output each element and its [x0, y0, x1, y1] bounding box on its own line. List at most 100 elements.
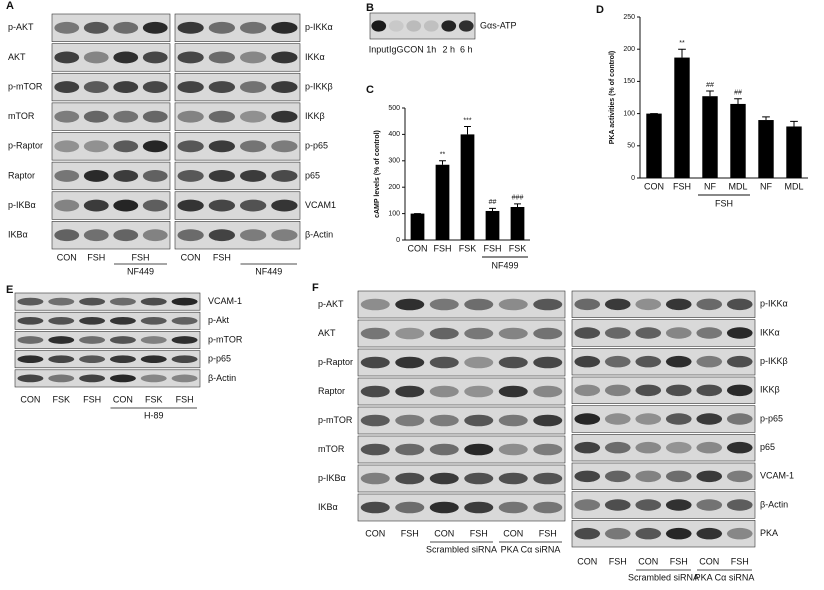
annotation: ***	[463, 117, 471, 124]
row-label: AKT	[8, 52, 26, 62]
band	[48, 316, 75, 325]
band	[665, 327, 692, 339]
lane-label: FSH	[132, 252, 150, 262]
band	[240, 81, 267, 93]
band	[208, 21, 235, 34]
blot-strip	[357, 406, 566, 435]
band	[395, 443, 425, 456]
row-label: p-AKT	[318, 299, 344, 309]
band	[240, 21, 267, 34]
band	[240, 51, 267, 64]
row-label: p-p65	[760, 413, 783, 423]
y-tick-label: 500	[388, 105, 400, 112]
lane-label: IgG	[389, 44, 404, 54]
band	[574, 413, 601, 425]
band	[171, 355, 198, 364]
annotation: **	[679, 40, 685, 47]
band	[429, 385, 459, 398]
band	[17, 336, 44, 344]
band	[140, 374, 167, 383]
band	[429, 414, 459, 427]
y-tick-label: 0	[396, 237, 400, 244]
band	[635, 413, 662, 425]
band	[360, 327, 390, 340]
band	[574, 327, 601, 339]
blot-strip	[571, 434, 756, 462]
band	[429, 356, 459, 369]
row-label: p-AKT	[8, 22, 34, 32]
band	[574, 470, 601, 483]
band	[142, 170, 168, 182]
blot-strip	[357, 290, 566, 319]
error-bar	[439, 160, 446, 165]
band	[360, 385, 390, 398]
lane-label: CON	[503, 528, 523, 538]
bar	[730, 103, 746, 178]
band	[171, 336, 198, 344]
bar	[510, 207, 525, 240]
band	[429, 298, 459, 311]
band	[458, 20, 474, 32]
band	[604, 327, 631, 339]
blot-strip	[571, 491, 756, 519]
row-label: p-IKKβ	[760, 356, 788, 366]
band	[498, 327, 528, 340]
band	[17, 374, 44, 383]
band	[79, 316, 106, 325]
lane-label: FSH	[539, 528, 557, 538]
band	[395, 298, 425, 311]
x-tick-label: FSH	[484, 243, 502, 253]
band	[113, 199, 139, 212]
band	[665, 470, 692, 483]
band	[604, 441, 631, 454]
lane-label: FSH	[401, 528, 419, 538]
band	[665, 527, 692, 540]
row-label: p-mTOR	[318, 415, 353, 425]
lane-label: CON	[638, 556, 658, 566]
band	[464, 414, 494, 427]
band	[79, 374, 106, 383]
band	[54, 199, 80, 212]
band	[574, 355, 601, 368]
band	[83, 81, 109, 93]
row-label: IKBα	[8, 230, 28, 240]
blot-strip	[571, 462, 756, 490]
band	[240, 229, 267, 242]
band	[696, 384, 723, 397]
blot-strip	[571, 290, 756, 318]
band	[665, 384, 692, 397]
x-tick-label: MDL	[784, 181, 803, 191]
band	[635, 355, 662, 368]
y-tick-label: 100	[623, 110, 635, 117]
band	[574, 298, 601, 311]
x-tick-label: NF	[760, 181, 772, 191]
band	[395, 472, 425, 485]
band	[696, 413, 723, 425]
band	[360, 443, 390, 456]
lane-label: FSK	[52, 394, 70, 404]
x-tick-label: MDL	[728, 181, 747, 191]
band	[83, 110, 109, 123]
x-tick-label: FSK	[509, 243, 527, 253]
row-label: PKA	[760, 528, 778, 538]
band	[388, 20, 404, 32]
y-axis-title: cAMP levels (% of control)	[374, 130, 381, 218]
band	[395, 327, 425, 340]
band	[696, 499, 723, 511]
band	[395, 501, 425, 514]
lane-label: CON	[113, 394, 133, 404]
band	[171, 374, 198, 383]
row-label: VCAM1	[305, 200, 336, 210]
band	[533, 472, 563, 485]
band	[142, 81, 168, 93]
band	[142, 199, 168, 212]
y-tick-label: 300	[388, 158, 400, 165]
band	[48, 374, 75, 383]
group-label: FSH	[715, 198, 733, 208]
band	[726, 470, 753, 483]
band	[533, 298, 563, 311]
band	[54, 81, 80, 93]
blot-strip	[571, 319, 756, 347]
band	[109, 336, 136, 344]
row-label: β-Actin	[760, 499, 788, 509]
